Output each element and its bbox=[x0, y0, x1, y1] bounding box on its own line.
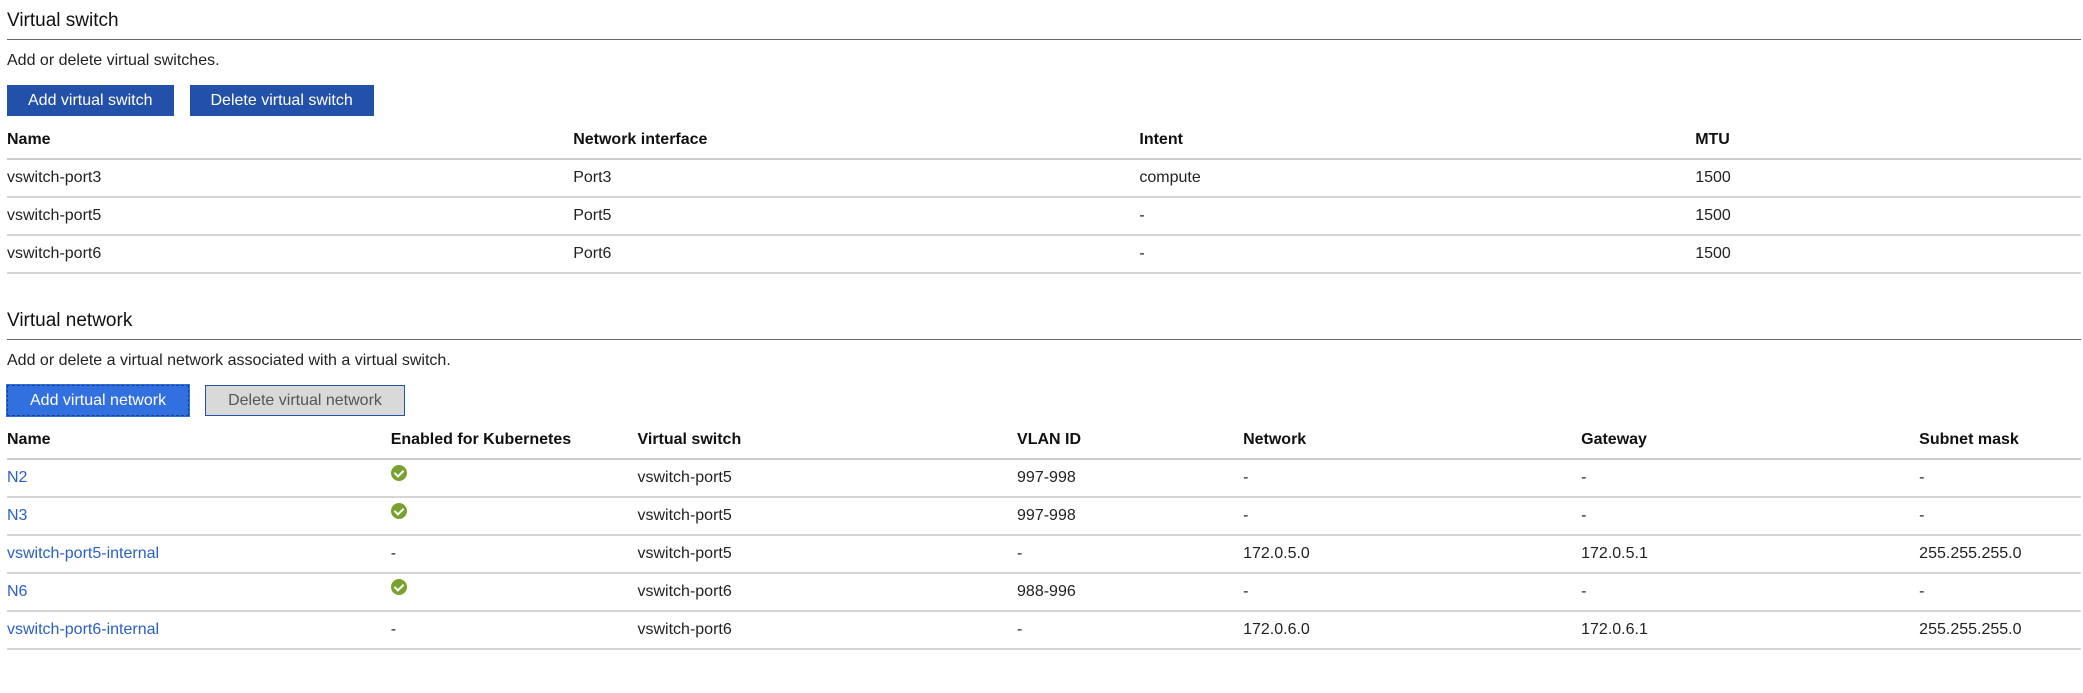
vlan-cell: - bbox=[1017, 611, 1244, 650]
virtual-switch-title: Virtual switch bbox=[7, 10, 2081, 40]
network-cell: 172.0.5.0 bbox=[1243, 535, 1582, 574]
network-interface-cell: Port6 bbox=[573, 235, 1140, 274]
gateway-cell: 172.0.6.1 bbox=[1581, 611, 1920, 650]
virtual-network-description: Add or delete a virtual network associat… bbox=[7, 352, 451, 369]
column-header-name: Name bbox=[7, 122, 574, 160]
kubernetes-cell: - bbox=[390, 535, 638, 574]
column-header-virtual-switch: Virtual switch bbox=[637, 422, 1018, 460]
network-interface-cell: Port3 bbox=[573, 159, 1140, 198]
virtual-network-title: Virtual network bbox=[7, 310, 2081, 340]
delete-virtual-network-button[interactable]: Delete virtual network bbox=[205, 385, 405, 416]
column-header-subnet-mask: Subnet mask bbox=[1919, 422, 2081, 460]
column-header-intent: Intent bbox=[1139, 122, 1696, 160]
delete-virtual-switch-button[interactable]: Delete virtual switch bbox=[189, 85, 374, 116]
name-cell: vswitch-port6 bbox=[7, 235, 574, 274]
table-row[interactable]: vswitch-port6 Port6-1500 bbox=[7, 235, 2081, 274]
gateway-cell: 172.0.5.1 bbox=[1581, 535, 1920, 574]
virtual-switch-description: Add or delete virtual switches. bbox=[7, 52, 220, 69]
network-name-link[interactable]: N3 bbox=[7, 497, 391, 536]
kubernetes-cell: - bbox=[390, 611, 638, 650]
table-row[interactable]: vswitch-port3 Port3 compute 1500 bbox=[7, 159, 2081, 198]
column-header-gateway: Gateway bbox=[1581, 422, 1920, 460]
vswitch-cell: vswitch-port5 bbox=[637, 535, 1018, 574]
network-cell: - bbox=[1243, 459, 1582, 498]
vswitch-cell: vswitch-port6 bbox=[637, 573, 1018, 612]
column-header-network: Network bbox=[1243, 422, 1582, 460]
network-name-link[interactable]: vswitch-port5-internal bbox=[7, 535, 391, 574]
intent-cell: compute bbox=[1139, 159, 1696, 198]
check-circle-icon bbox=[390, 578, 407, 595]
mtu-cell: 1500 bbox=[1695, 197, 2081, 236]
kubernetes-cell bbox=[390, 573, 638, 612]
subnet-cell: - bbox=[1919, 459, 2081, 498]
column-header-name: Name bbox=[7, 422, 391, 460]
column-header-mtu: MTU bbox=[1695, 122, 2081, 160]
vlan-cell: 997-998 bbox=[1017, 497, 1244, 536]
mtu-cell: 1500 bbox=[1695, 159, 2081, 198]
add-virtual-switch-button[interactable]: Add virtual switch bbox=[7, 85, 174, 116]
column-header-enabled-for-kubernetes: Enabled for Kubernetes bbox=[390, 422, 638, 460]
kubernetes-cell bbox=[390, 459, 638, 498]
vswitch-cell: vswitch-port5 bbox=[637, 459, 1018, 498]
subnet-cell: 255.255.255.0 bbox=[1919, 535, 2081, 574]
virtual-switch-section: Virtual switch Add or delete virtual swi… bbox=[7, 10, 2081, 274]
virtual-network-section: Virtual network Add or delete a virtual … bbox=[5, 310, 2081, 650]
network-name-link[interactable]: N2 bbox=[7, 459, 391, 498]
network-cell: - bbox=[1243, 573, 1582, 612]
table-row[interactable]: N6 vswitch-port6 988-996- - - bbox=[7, 573, 2081, 612]
table-row[interactable]: vswitch-port5-internal - vswitch-port5-172… bbox=[7, 535, 2081, 574]
vswitch-cell: vswitch-port6 bbox=[637, 611, 1018, 650]
check-circle-icon bbox=[390, 502, 407, 519]
table-row[interactable]: N3 vswitch-port5 997-998- - - bbox=[7, 497, 2081, 536]
vlan-cell: 997-998 bbox=[1017, 459, 1244, 498]
intent-cell: - bbox=[1139, 235, 1696, 274]
table-row[interactable]: vswitch-port5 Port5-1500 bbox=[7, 197, 2081, 236]
subnet-cell: 255.255.255.0 bbox=[1919, 611, 2081, 650]
vswitch-cell: vswitch-port5 bbox=[637, 497, 1018, 536]
network-interface-cell: Port5 bbox=[573, 197, 1140, 236]
name-cell: vswitch-port3 bbox=[7, 159, 574, 198]
mtu-cell: 1500 bbox=[1695, 235, 2081, 274]
table-row[interactable]: N2 vswitch-port5 997-998- - - bbox=[7, 459, 2081, 498]
subnet-cell: - bbox=[1919, 573, 2081, 612]
virtual-network-table: Name Enabled for Kubernetes Virtual switch… bbox=[7, 422, 2081, 650]
add-virtual-network-button[interactable]: Add virtual network bbox=[5, 384, 191, 417]
column-header-network-interface: Network interface bbox=[573, 122, 1140, 160]
virtual-switch-table: Name Network interface Intent MTU vswitch-p… bbox=[7, 122, 2081, 274]
gateway-cell: - bbox=[1581, 573, 1920, 612]
gateway-cell: - bbox=[1581, 459, 1920, 498]
kubernetes-cell bbox=[390, 497, 638, 536]
table-row[interactable]: vswitch-port6-internal - vswitch-port6-172… bbox=[7, 611, 2081, 650]
vlan-cell: 988-996 bbox=[1017, 573, 1244, 612]
network-name-link[interactable]: N6 bbox=[7, 573, 391, 612]
subnet-cell: - bbox=[1919, 497, 2081, 536]
network-cell: - bbox=[1243, 497, 1582, 536]
check-circle-icon bbox=[390, 464, 407, 481]
network-cell: 172.0.6.0 bbox=[1243, 611, 1582, 650]
vlan-cell: - bbox=[1017, 535, 1244, 574]
name-cell: vswitch-port5 bbox=[7, 197, 574, 236]
network-name-link[interactable]: vswitch-port6-internal bbox=[7, 611, 391, 650]
column-header-vlan-id: VLAN ID bbox=[1017, 422, 1244, 460]
intent-cell: - bbox=[1139, 197, 1696, 236]
gateway-cell: - bbox=[1581, 497, 1920, 536]
